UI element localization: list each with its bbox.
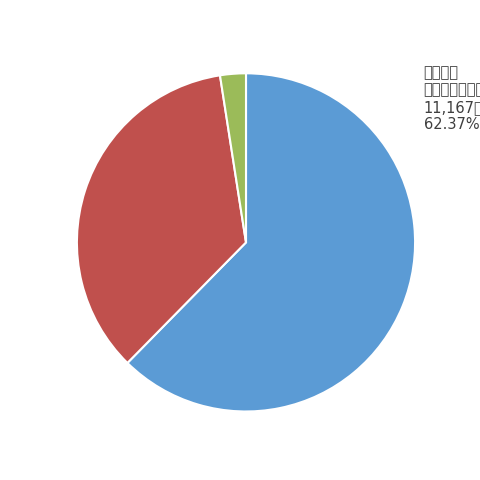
Wedge shape <box>77 75 246 363</box>
Wedge shape <box>127 73 415 411</box>
Wedge shape <box>220 73 246 242</box>
Text: 現時点で
影響が出ている
11,167社
62.37%: 現時点で 影響が出ている 11,167社 62.37% <box>423 65 480 132</box>
